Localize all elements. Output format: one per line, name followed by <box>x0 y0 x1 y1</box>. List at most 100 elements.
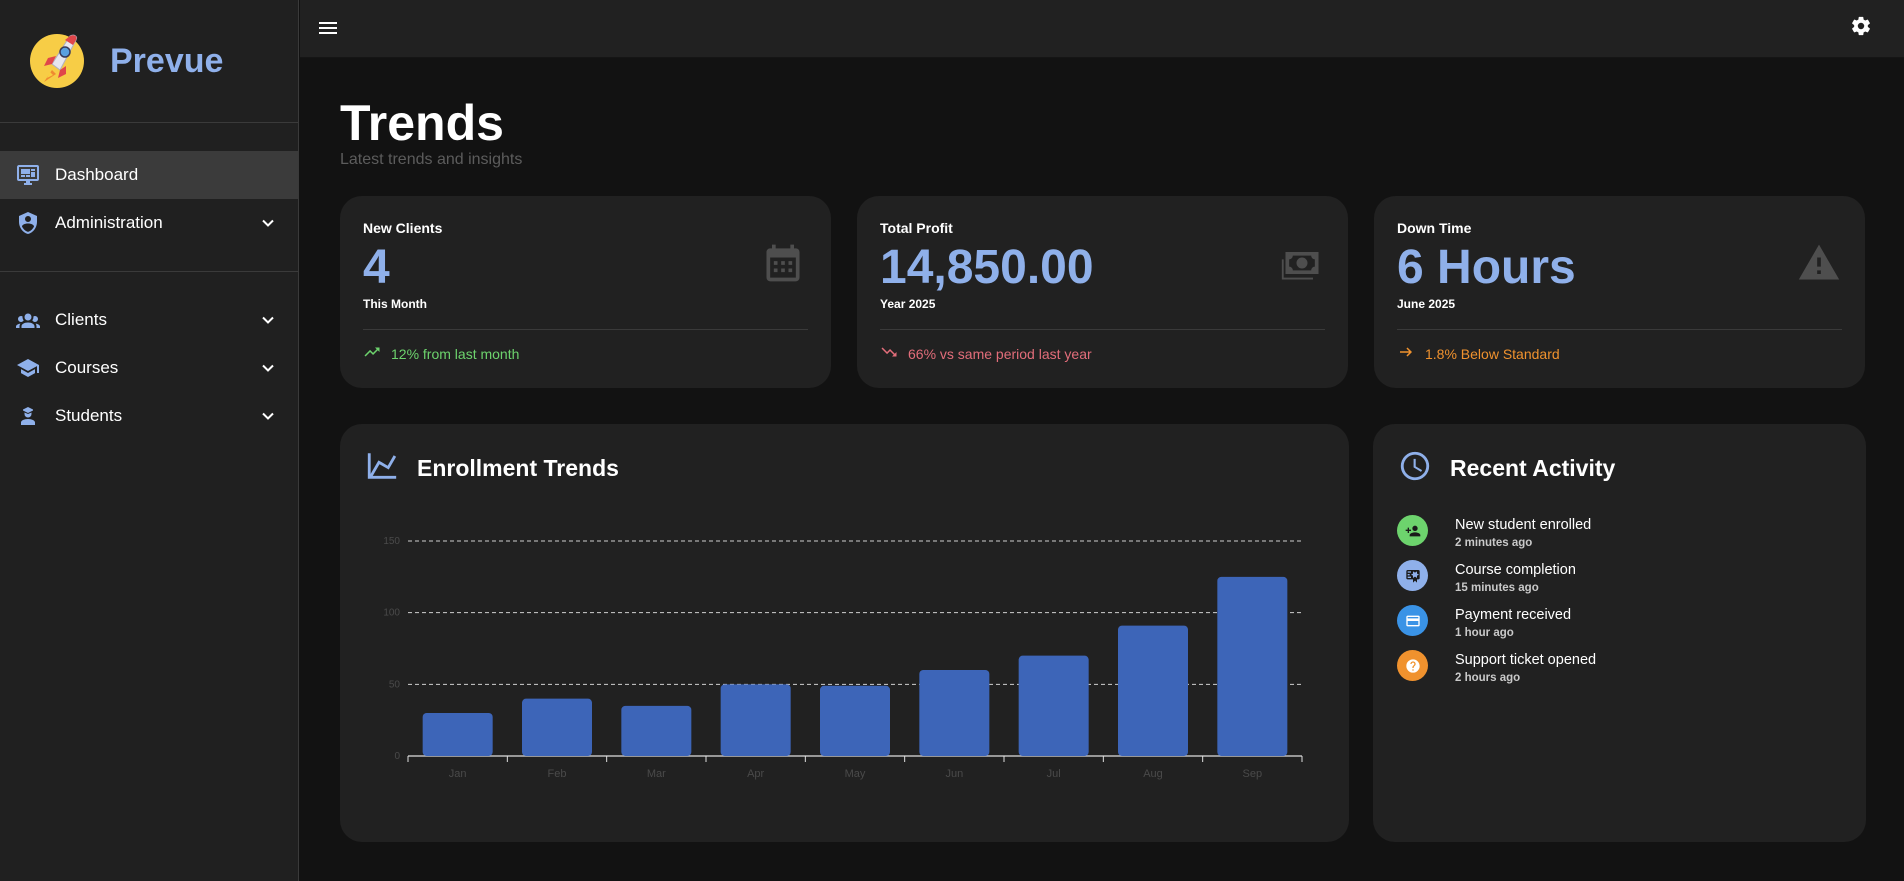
shield-account-icon <box>15 211 40 236</box>
nav-section-main: Dashboard Administration <box>0 151 298 272</box>
bar-mar[interactable] <box>621 705 692 756</box>
activity-time: 15 minutes ago <box>1455 582 1539 594</box>
activity-title: Payment received <box>1455 607 1572 623</box>
stat-sub: Year 2025 <box>880 297 936 311</box>
sidebar-item-courses[interactable]: Courses <box>0 344 298 392</box>
activity-time: 2 minutes ago <box>1455 537 1533 549</box>
recent-activity-card: Recent Activity New student enrolled 2 m… <box>1373 424 1866 842</box>
calendar-icon <box>761 241 805 285</box>
stat-card-down-time: Down Time 6 Hours June 2025 1.8% Below S… <box>1374 196 1865 388</box>
trend-text: 12% from last month <box>391 345 520 362</box>
school-icon <box>15 356 40 381</box>
monitor-dashboard-icon <box>15 163 40 188</box>
stat-trend: 12% from last month <box>363 343 519 364</box>
trending-down-icon <box>880 343 908 364</box>
activity-list: New student enrolled 2 minutes ago Cours… <box>1397 515 1837 695</box>
line-chart-icon <box>365 449 399 488</box>
nav-section-records: Clients Courses <box>0 272 298 464</box>
card-title: Recent Activity <box>1450 455 1616 481</box>
sidebar-item-dashboard[interactable]: Dashboard <box>0 151 298 199</box>
gear-icon[interactable] <box>1850 15 1874 39</box>
bar-may[interactable] <box>820 685 890 756</box>
chevron-down-icon[interactable] <box>258 406 278 426</box>
arrow-right-icon <box>1397 343 1425 364</box>
brand-name: Prevue <box>110 41 224 80</box>
stat-sub: June 2025 <box>1397 297 1456 311</box>
y-tick-label: 150 <box>383 536 400 547</box>
activity-item[interactable]: Support ticket opened 2 hours ago <box>1397 650 1837 695</box>
stat-card-total-profit: Total Profit 14,850.00 Year 2025 66% vs … <box>857 196 1348 388</box>
sidebar-item-label: Courses <box>55 358 119 377</box>
clock-icon <box>1398 449 1432 488</box>
bar-apr[interactable] <box>720 684 791 756</box>
stat-label: Total Profit <box>880 220 953 236</box>
x-tick-label: Apr <box>747 768 764 780</box>
topbar <box>300 0 1904 58</box>
rocket-logo-icon <box>30 34 84 88</box>
activity-title: New student enrolled <box>1455 517 1592 533</box>
activity-item[interactable]: Course completion 15 minutes ago <box>1397 560 1837 605</box>
account-group-icon <box>15 308 40 333</box>
chevron-down-icon[interactable] <box>258 213 278 233</box>
activity-item[interactable]: Payment received 1 hour ago <box>1397 605 1837 650</box>
credit-card-icon <box>1397 605 1428 636</box>
x-tick-label: Aug <box>1143 768 1163 780</box>
y-tick-label: 100 <box>383 608 400 619</box>
sidebar-item-clients[interactable]: Clients <box>0 296 298 344</box>
activity-item[interactable]: New student enrolled 2 minutes ago <box>1397 515 1837 560</box>
bar-jun[interactable] <box>919 670 990 756</box>
stat-label: Down Time <box>1397 220 1472 236</box>
warning-icon <box>1795 241 1840 285</box>
chevron-down-icon[interactable] <box>258 310 278 330</box>
sidebar-nav: Dashboard Administration <box>0 123 298 464</box>
sidebar-item-label: Administration <box>55 213 163 232</box>
stat-value: 14,850.00 <box>880 241 1094 294</box>
x-tick-label: Mar <box>647 768 666 780</box>
divider <box>1397 329 1842 330</box>
stat-trend: 66% vs same period last year <box>880 343 1092 364</box>
stat-value: 4 <box>363 241 390 294</box>
sidebar-item-label: Dashboard <box>55 165 139 184</box>
x-tick-label: Jul <box>1047 768 1061 780</box>
y-tick-label: 0 <box>394 751 400 762</box>
stat-card-new-clients: New Clients 4 This Month 12% from last m… <box>340 196 831 388</box>
x-tick-label: Sep <box>1243 768 1263 780</box>
card-header: Enrollment Trends <box>365 449 619 488</box>
x-tick-label: May <box>845 768 866 780</box>
page-title: Trends <box>340 95 504 151</box>
page-subtitle: Latest trends and insights <box>340 151 523 168</box>
stat-value: 6 Hours <box>1397 241 1576 294</box>
divider <box>363 329 808 330</box>
brand[interactable]: Prevue <box>0 0 298 123</box>
activity-title: Course completion <box>1455 562 1576 578</box>
help-circle-icon <box>1397 650 1428 681</box>
chevron-down-icon[interactable] <box>258 358 278 378</box>
card-header: Recent Activity <box>1398 449 1615 488</box>
bar-aug[interactable] <box>1118 625 1188 756</box>
bar-sep[interactable] <box>1217 576 1288 756</box>
stat-label: New Clients <box>363 220 443 236</box>
card-title: Enrollment Trends <box>417 455 619 481</box>
trend-text: 1.8% Below Standard <box>1425 345 1560 362</box>
divider <box>880 329 1325 330</box>
sidebar-item-administration[interactable]: Administration <box>0 199 298 247</box>
trend-text: 66% vs same period last year <box>908 345 1092 362</box>
sidebar: Prevue Dashboard Administration <box>0 0 299 881</box>
bar-feb[interactable] <box>522 698 592 756</box>
enrollment-trends-card: Enrollment Trends 0 50 100 150 Jan Feb Mar Apr M… <box>340 424 1349 842</box>
account-plus-icon <box>1397 515 1428 546</box>
sidebar-item-label: Students <box>55 406 123 425</box>
sidebar-item-students[interactable]: Students <box>0 392 298 440</box>
y-tick-label: 50 <box>389 679 401 690</box>
activity-time: 1 hour ago <box>1455 627 1514 639</box>
stat-sub: This Month <box>363 297 427 311</box>
bar-jul[interactable] <box>1018 655 1089 756</box>
bar-jan[interactable] <box>422 713 493 756</box>
sidebar-item-label: Clients <box>55 310 107 329</box>
x-tick-label: Feb <box>548 768 567 780</box>
cash-icon <box>1278 241 1322 285</box>
activity-time: 2 hours ago <box>1455 672 1521 684</box>
hamburger-menu-icon[interactable] <box>316 16 340 40</box>
trending-up-icon <box>363 343 391 364</box>
